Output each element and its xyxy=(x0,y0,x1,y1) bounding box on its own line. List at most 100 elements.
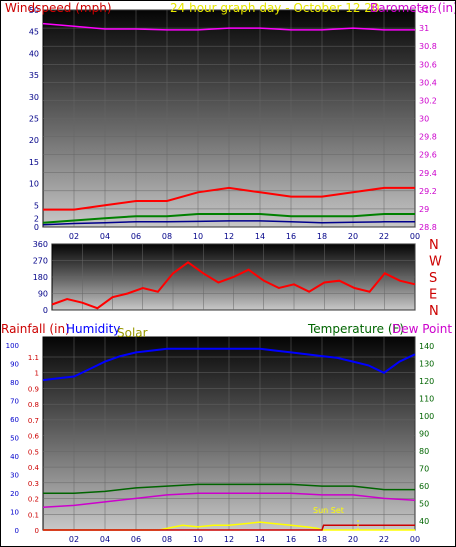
temperature-tick-label: 130 xyxy=(419,359,434,368)
windspeed-tick-label: 30 xyxy=(29,93,39,102)
temperature-tick-label: 120 xyxy=(419,377,434,386)
x-tick-label: 14 xyxy=(255,232,265,241)
barometer-tick-label: 30.8 xyxy=(419,42,437,51)
solar-line xyxy=(43,521,415,531)
windspeed-tick-label: 35 xyxy=(29,71,39,80)
x-tick-label: 18 xyxy=(317,232,327,241)
x-tick-label: 06 xyxy=(131,535,141,544)
windspeed-tick-label: 5 xyxy=(34,201,39,210)
x-tick-label: 22 xyxy=(379,535,389,544)
compass-label: E xyxy=(429,288,437,303)
x-tick-labels: 02 04 06 08 10 12 14 16 18 20 22 00 xyxy=(69,535,420,544)
wind-green-line xyxy=(42,213,415,224)
rainfall-tick-label: 1 xyxy=(35,370,39,378)
x-tick-label: 04 xyxy=(100,232,110,241)
x-tick-label: 00 xyxy=(410,232,420,241)
wind-direction-line xyxy=(51,261,416,310)
x-tick-label: 02 xyxy=(69,535,79,544)
compass-label: N xyxy=(429,304,439,319)
rainfall-tick-label: 0.8 xyxy=(28,401,39,409)
windspeed-tick-label: 50 xyxy=(29,6,39,15)
compass-label: N xyxy=(429,238,439,253)
series-group xyxy=(42,347,416,531)
x-tick-label: 16 xyxy=(286,232,296,241)
humidity-tick-label: 40 xyxy=(10,453,19,461)
solar-axis-label: Solar xyxy=(117,326,148,340)
direction-tick-label: 90 xyxy=(38,290,48,299)
grid xyxy=(43,9,416,228)
temperature-tick-label: 100 xyxy=(419,412,434,421)
temperature-axis-label: Temperature (F) xyxy=(307,322,404,336)
temperature-line xyxy=(43,483,415,494)
rainfall-tick-label: 0.3 xyxy=(28,480,39,488)
humidity-tick-label: 90 xyxy=(10,361,19,369)
humidity-tick-labels: 0 10 20 30 40 50 60 70 80 90 100 xyxy=(6,342,19,535)
x-tick-label: 06 xyxy=(131,232,141,241)
x-tick-label: 08 xyxy=(162,232,172,241)
humidity-tick-label: 80 xyxy=(10,379,19,387)
humidity-tick-label: 20 xyxy=(10,490,19,498)
barometer-tick-label: 31 xyxy=(419,24,429,33)
barometer-tick-label: 29.4 xyxy=(419,169,437,178)
windspeed-tick-label: 40 xyxy=(29,49,39,58)
rainfall-tick-label: 0 xyxy=(35,527,39,535)
barometer-axis-label: Barometer (in) xyxy=(370,1,456,15)
windspeed-tick-label: 45 xyxy=(29,28,39,37)
barometer-line xyxy=(42,22,415,31)
rainfall-tick-label: 0.7 xyxy=(28,417,39,425)
windspeed-line xyxy=(43,186,415,211)
humidity-line xyxy=(42,347,416,382)
series-group xyxy=(42,22,415,226)
barometer-tick-labels: 28.8 29 29.2 29.4 29.6 29.8 30 30.2 30.4 30.6 30.8… xyxy=(419,6,437,232)
x-tick-label: 00 xyxy=(410,535,420,544)
rainfall-tick-labels: 0 0.1 0.2 0.3 0.4 0.5 0.6 0.7 0.8 0.9 1 1.1 xyxy=(28,354,40,535)
x-tick-label: 20 xyxy=(348,535,358,544)
sunset-annotation: Sun Set xyxy=(313,506,344,515)
barometer-tick-label: 28.8 xyxy=(419,223,437,232)
rainfall-tick-label: 0.5 xyxy=(28,448,39,456)
grid xyxy=(43,337,416,531)
humidity-tick-label: 50 xyxy=(10,435,19,443)
direction-tick-labels: 0 90 180 270 360 xyxy=(33,240,48,315)
windspeed-tick-label: 0 xyxy=(34,223,39,232)
x-tick-label: 20 xyxy=(348,232,358,241)
x-tick-label: 04 xyxy=(100,535,110,544)
temperature-tick-label: 90 xyxy=(419,430,429,439)
x-tick-label: 14 xyxy=(255,535,265,544)
rainfall-line xyxy=(43,524,415,531)
barometer-tick-label: 29.6 xyxy=(419,151,437,160)
barometer-tick-label: 30.2 xyxy=(419,96,437,105)
direction-tick-label: 270 xyxy=(33,257,48,266)
temperature-tick-labels: 40 50 60 70 80 90 100 110 120 130 140 xyxy=(419,342,434,526)
rainfall-axis-label: Rainfall (in) xyxy=(1,322,70,336)
humidity-tick-label: 60 xyxy=(10,416,19,424)
rainfall-tick-label: 0.6 xyxy=(28,433,40,441)
grid xyxy=(52,243,416,311)
compass-label: W xyxy=(429,255,442,270)
rainfall-tick-label: 0.9 xyxy=(28,385,39,393)
x-tick-label: 12 xyxy=(224,232,234,241)
x-tick-label: 08 xyxy=(162,535,172,544)
temperature-tick-label: 70 xyxy=(419,465,429,474)
x-tick-label: 10 xyxy=(193,535,203,544)
barometer-tick-label: 29.8 xyxy=(419,133,437,142)
humidity-tick-label: 10 xyxy=(10,509,19,517)
windspeed-tick-label: 15 xyxy=(29,158,39,167)
wind-avg-line xyxy=(42,220,415,226)
temperature-tick-label: 40 xyxy=(419,517,429,526)
temperature-tick-label: 110 xyxy=(419,394,434,403)
direction-tick-label: 180 xyxy=(33,273,48,282)
windspeed-tick-label: 20 xyxy=(29,136,39,145)
x-tick-label: 10 xyxy=(193,232,203,241)
x-tick-label: 12 xyxy=(224,535,234,544)
rainfall-tick-label: 1.1 xyxy=(28,354,39,362)
x-tick-label: 02 xyxy=(69,232,79,241)
windspeed-axis-label: Windspeed (mph) xyxy=(5,1,112,15)
windspeed-tick-label: 10 xyxy=(29,180,39,189)
humidity-axis-label: Humidity xyxy=(66,322,120,336)
windspeed-tick-label: 2 xyxy=(34,214,39,223)
